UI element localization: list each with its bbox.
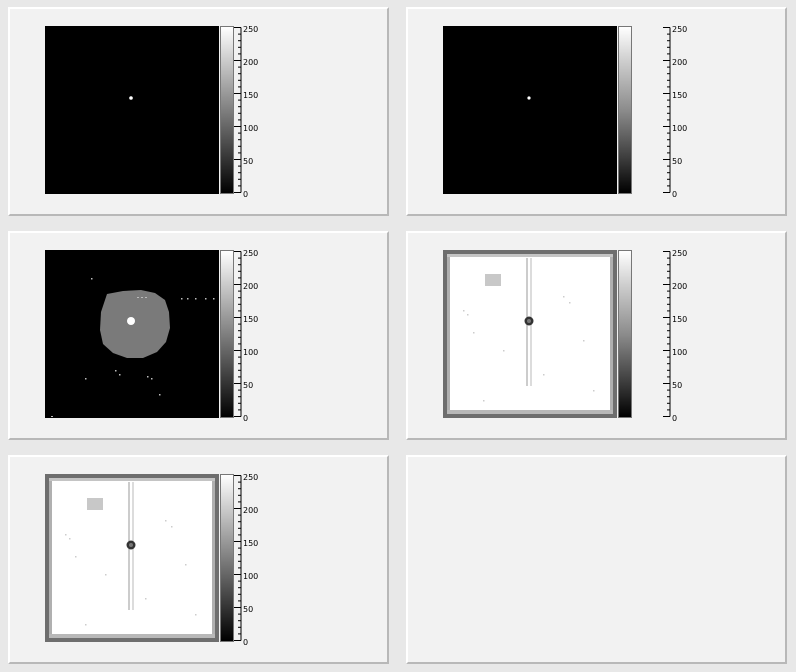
- palette-label-100: 100: [672, 124, 687, 133]
- palette-label-150: 150: [243, 315, 258, 324]
- palette-label-0: 0: [243, 638, 248, 647]
- palette-axis: 250 200 150 100 50 0: [234, 473, 264, 647]
- histogram-2d-plot[interactable]: [45, 26, 219, 194]
- palette-label-250: 250: [243, 473, 258, 482]
- palette-label-50: 50: [243, 381, 253, 390]
- color-palette-bar: [618, 26, 632, 194]
- palette-label-150: 150: [672, 315, 687, 324]
- palette-label-150: 150: [243, 91, 258, 100]
- pad-3[interactable]: 250 200 150 100 50 0: [8, 231, 389, 440]
- pad-5[interactable]: 250 200 150 100 50 0: [8, 455, 389, 664]
- histogram-2d-plot[interactable]: [443, 26, 617, 194]
- color-palette-bar: [618, 250, 632, 418]
- palette-label-250: 250: [243, 25, 258, 34]
- color-palette-bar: [220, 250, 234, 418]
- palette-label-200: 200: [243, 506, 258, 515]
- palette-label-50: 50: [243, 157, 253, 166]
- palette-label-100: 100: [243, 572, 258, 581]
- palette-label-0: 0: [243, 190, 248, 199]
- palette-axis: 250 200 150 100 50 0: [663, 249, 693, 423]
- histogram-2d-plot[interactable]: [45, 474, 219, 642]
- palette-label-150: 150: [243, 539, 258, 548]
- palette-label-0: 0: [672, 190, 677, 199]
- palette-label-50: 50: [243, 605, 253, 614]
- palette-label-200: 200: [672, 58, 687, 67]
- histogram-2d-plot[interactable]: [443, 250, 617, 418]
- palette-label-200: 200: [243, 58, 258, 67]
- palette-label-100: 100: [243, 348, 258, 357]
- color-palette-bar: [220, 474, 234, 642]
- color-palette-bar: [220, 26, 234, 194]
- palette-label-50: 50: [672, 157, 682, 166]
- pad-2[interactable]: 250 200 150 100 50 0: [406, 7, 787, 216]
- palette-axis: 250 200 150 100 50 0: [234, 25, 264, 199]
- palette-label-250: 250: [672, 25, 687, 34]
- palette-label-250: 250: [243, 249, 258, 258]
- palette-label-250: 250: [672, 249, 687, 258]
- palette-axis: 250 200 150 100 50 0: [234, 249, 264, 423]
- palette-label-200: 200: [243, 282, 258, 291]
- pad-4[interactable]: 250 200 150 100 50 0: [406, 231, 787, 440]
- palette-label-50: 50: [672, 381, 682, 390]
- palette-label-100: 100: [243, 124, 258, 133]
- pad-1[interactable]: 250 200 150 100 50 0: [8, 7, 389, 216]
- palette-label-0: 0: [672, 414, 677, 423]
- histogram-2d-plot[interactable]: [45, 250, 219, 418]
- palette-label-100: 100: [672, 348, 687, 357]
- palette-label-0: 0: [243, 414, 248, 423]
- palette-label-200: 200: [672, 282, 687, 291]
- palette-axis: 250 200 150 100 50 0: [663, 25, 693, 199]
- palette-label-150: 150: [672, 91, 687, 100]
- pad-6[interactable]: [406, 455, 787, 664]
